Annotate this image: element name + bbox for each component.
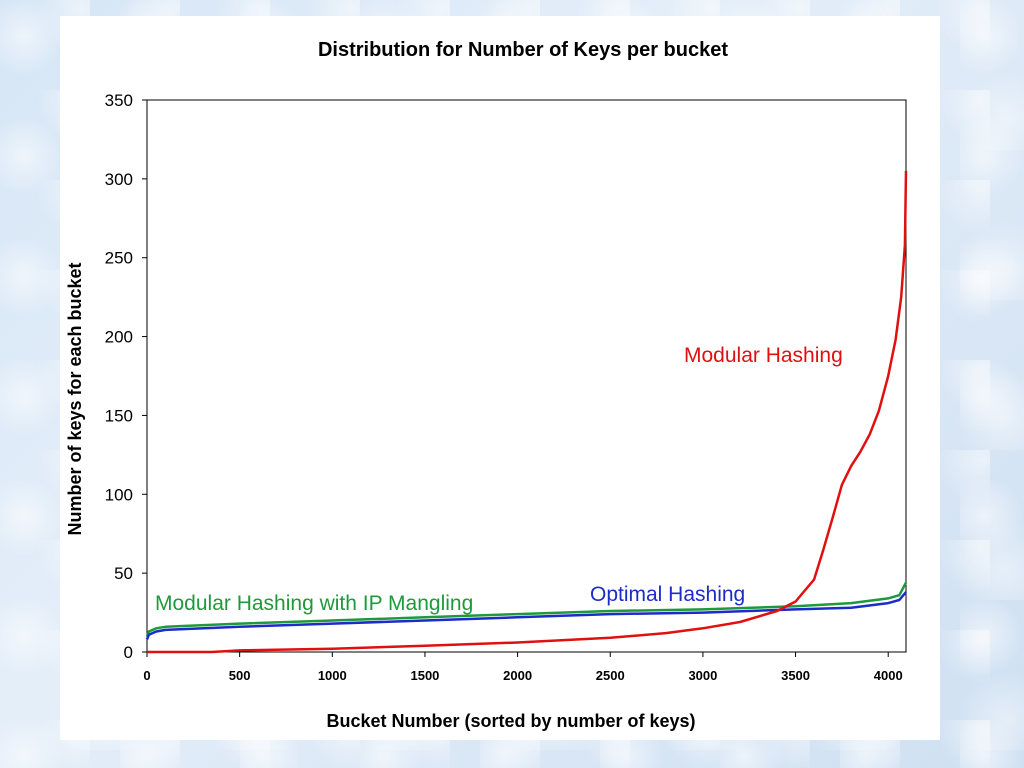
x-tick-label: 2000 [503, 668, 532, 683]
y-tick-label: 200 [105, 328, 133, 347]
modular-hashing-label: Modular Hashing [684, 344, 843, 367]
plot-area [146, 99, 907, 653]
y-tick-label: 50 [114, 564, 133, 583]
x-axis-label: Bucket Number (sorted by number of keys) [326, 711, 695, 731]
x-tick-label: 1500 [410, 668, 439, 683]
x-tick-label: 3500 [781, 668, 810, 683]
y-tick-label: 100 [105, 485, 133, 504]
x-tick-label: 0 [143, 668, 150, 683]
y-axis-label: Number of keys for each bucket [65, 262, 85, 535]
x-tick-label: 1000 [318, 668, 347, 683]
x-tick-label: 3000 [688, 668, 717, 683]
y-tick-label: 300 [105, 170, 133, 189]
y-axis: 0 50 100 150 200 250 300 350 [105, 91, 147, 662]
x-tick-label: 2500 [596, 668, 625, 683]
y-tick-label: 350 [105, 91, 133, 110]
optimal-hashing-label: Optimal Hashing [590, 583, 745, 606]
series-lines [145, 170, 908, 654]
x-tick-label: 4000 [874, 668, 903, 683]
chart: Distribution for Number of Keys per buck… [65, 39, 908, 731]
y-tick-label: 150 [105, 406, 133, 425]
mangling-hashing-label: Modular Hashing with IP Mangling [155, 592, 473, 615]
x-axis: 0 500 1000 1500 2000 2500 3000 3500 4000 [143, 652, 903, 683]
modular-hashing-line [147, 170, 908, 654]
optimal-hashing-line [145, 591, 907, 640]
chart-title: Distribution for Number of Keys per buck… [318, 39, 728, 61]
y-tick-label: 250 [105, 249, 133, 268]
slide-panel: Distribution for Number of Keys per buck… [60, 16, 940, 740]
x-tick-label: 500 [229, 668, 251, 683]
mangling-hashing-line [145, 582, 908, 637]
y-tick-label: 0 [124, 643, 133, 662]
